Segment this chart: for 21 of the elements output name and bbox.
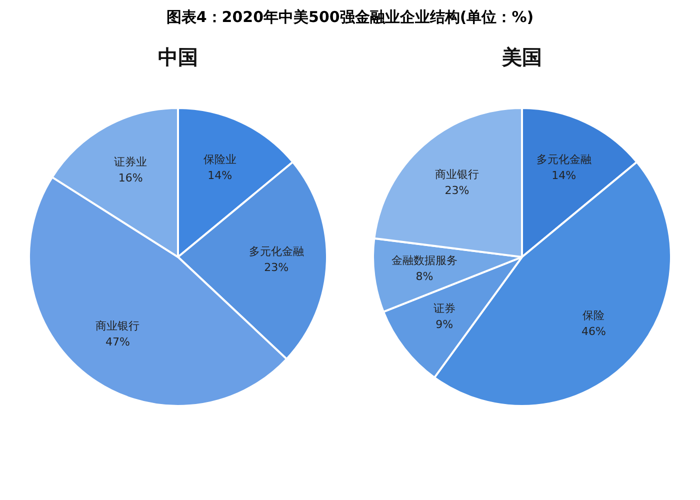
chart-title: 美国: [501, 45, 542, 70]
text: 图表4：2020年中美500强金融业企业结构(单位：%): [165, 8, 535, 27]
data-label: 8%: [416, 270, 434, 284]
data-label: 47%: [106, 336, 130, 349]
slice-label: 商业银行: [96, 320, 140, 333]
slice-label: 保险业: [203, 152, 236, 166]
data-label: 14%: [208, 168, 232, 182]
slice-label: 证券: [433, 302, 456, 316]
slice-label: 金融数据服务: [391, 254, 458, 268]
data-label: 9%: [436, 318, 454, 332]
data-label: 46%: [581, 325, 606, 338]
slice-label: 保险: [582, 309, 605, 322]
chart-title: 中国: [158, 45, 198, 70]
slice-label: 证券业: [114, 156, 148, 169]
slice-label: 商业银行: [434, 168, 479, 182]
slice-label: 多元化金融: [248, 244, 304, 258]
data-label: 14%: [552, 168, 576, 182]
slice-label: 多元化金融: [536, 152, 592, 166]
data-label: 23%: [264, 260, 289, 274]
data-label: 23%: [444, 184, 470, 198]
data-label: 16%: [118, 172, 143, 185]
